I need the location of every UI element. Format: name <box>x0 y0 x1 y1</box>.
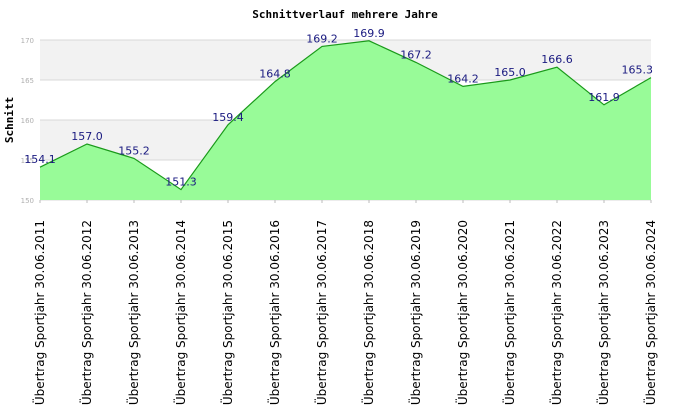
x-tick-label: Übertrag Sportjahr 30.06.2020 <box>454 220 470 405</box>
x-tick-label: Übertrag Sportjahr 30.06.2017 <box>313 220 329 405</box>
data-label: 157.0 <box>71 130 103 143</box>
x-tick-label: Übertrag Sportjahr 30.06.2012 <box>78 220 94 405</box>
area-series <box>39 40 652 200</box>
x-tick-label: Übertrag Sportjahr 30.06.2016 <box>266 220 282 405</box>
data-label: 161.9 <box>588 91 620 104</box>
data-label: 151.3 <box>165 176 197 189</box>
x-tick-label: Übertrag Sportjahr 30.06.2022 <box>548 220 564 405</box>
x-tick-label: Übertrag Sportjahr 30.06.2013 <box>125 220 141 405</box>
data-label: 167.2 <box>400 48 432 61</box>
area-fill <box>40 40 651 200</box>
y-tick-label: 165 <box>21 77 34 85</box>
data-label: 164.2 <box>447 72 479 85</box>
data-label: 169.9 <box>353 27 385 40</box>
series-line <box>39 40 652 191</box>
y-tick-label: 155 <box>21 157 34 165</box>
data-label: 165.3 <box>622 64 654 77</box>
x-tick-label: Übertrag Sportjahr 30.06.2021 <box>501 220 517 405</box>
x-tick-label: Übertrag Sportjahr 30.06.2023 <box>595 220 611 405</box>
data-label: 155.2 <box>118 144 150 157</box>
x-tick-label: Übertrag Sportjahr 30.06.2018 <box>360 220 376 405</box>
x-tick-label: Übertrag Sportjahr 30.06.2014 <box>172 220 188 405</box>
x-tick-label: Übertrag Sportjahr 30.06.2019 <box>407 220 423 405</box>
x-tick-label: Übertrag Sportjahr 30.06.2011 <box>31 220 47 405</box>
y-tick-label: 160 <box>21 117 34 125</box>
data-label: 164.8 <box>259 68 291 81</box>
x-tick-label: Übertrag Sportjahr 30.06.2024 <box>642 220 658 405</box>
y-axis-label: Schnitt <box>3 97 16 143</box>
data-label: 159.4 <box>212 111 244 124</box>
data-labels: 154.1 157.0 155.2 151.3 159.4 164.8 169.2 169.9… <box>24 27 653 189</box>
x-tick-label: Übertrag Sportjahr 30.06.2015 <box>219 220 235 405</box>
y-tick-label: 150 <box>21 197 34 205</box>
chart-title: Schnittverlauf mehrere Jahre <box>252 8 438 21</box>
data-label: 169.2 <box>306 32 338 45</box>
data-label: 154.1 <box>24 153 56 166</box>
data-label: 165.0 <box>494 66 526 79</box>
y-axis-ticks: 150 155 160 165 170 <box>21 37 34 205</box>
y-tick-label: 170 <box>21 37 34 45</box>
data-label: 166.6 <box>541 53 573 66</box>
x-axis-ticks: Übertrag Sportjahr 30.06.2011 Übertrag Sp… <box>31 200 658 405</box>
